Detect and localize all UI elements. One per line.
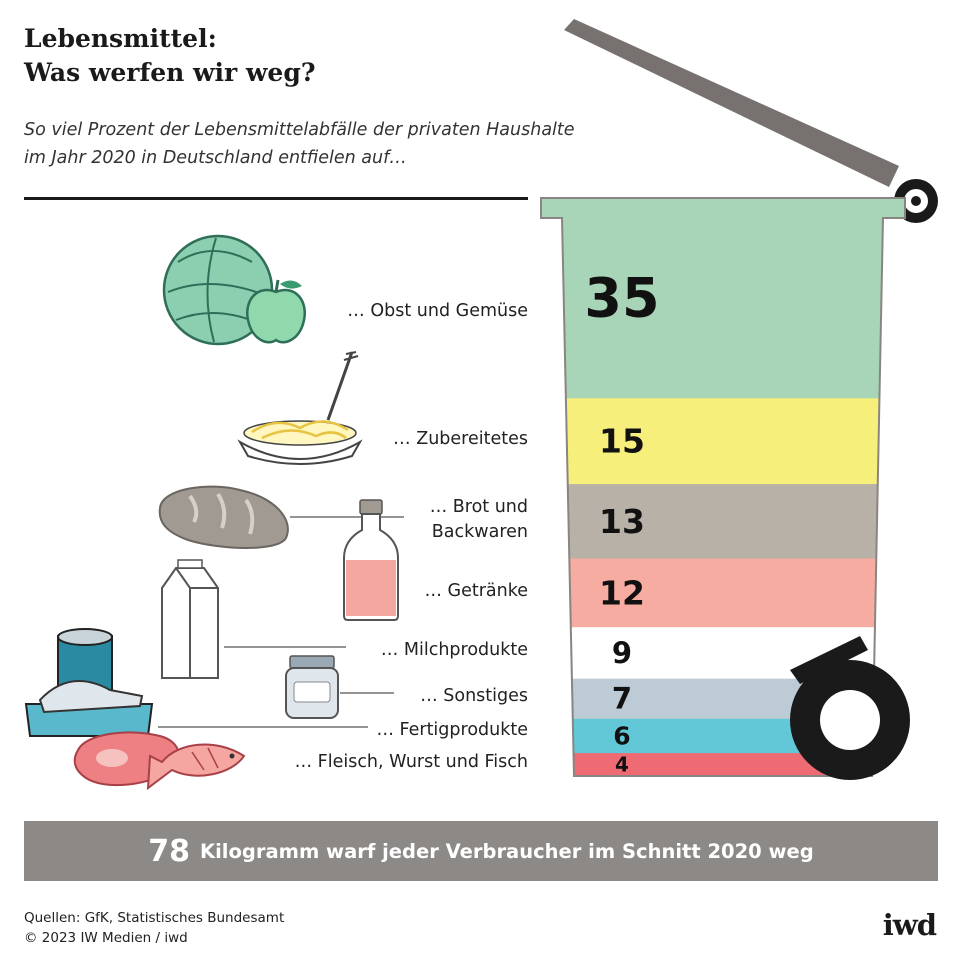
jar-icon — [285, 655, 339, 719]
value-label-getränke: 12 — [599, 573, 645, 612]
label-zubereitetes: … Zubereitetes — [393, 429, 528, 449]
label-sonstiges: … Sonstiges — [420, 686, 528, 706]
source-note: Quellen: GfK, Statistisches Bundesamt © … — [24, 908, 284, 948]
bin-wheel — [790, 636, 910, 780]
chart-title: Lebensmittel: Was werfen wir weg? — [24, 22, 315, 90]
copyright-line: © 2023 IW Medien / iwd — [24, 930, 188, 946]
banner-number: 78 — [148, 833, 191, 869]
label-milchprodukte: … Milchprodukte — [381, 640, 528, 660]
fish-icon — [146, 743, 246, 791]
fish-tray-icon — [24, 680, 154, 737]
value-label-obst-und-gemüse: 35 — [584, 267, 659, 330]
bar-segment-obst-und-gemüse — [541, 198, 905, 399]
bar-segment-getränke — [541, 558, 905, 628]
value-label-brot-und-backwaren: 13 — [599, 502, 645, 541]
bottle-icon — [343, 499, 399, 621]
summary-banner: 78 Kilogramm warf jeder Verbraucher im S… — [24, 821, 938, 881]
apple-icon — [245, 279, 307, 344]
value-labels: 35 15 13 12 9 7 6 4 — [584, 267, 659, 777]
bar-segment-brot-und-backwaren — [541, 484, 905, 560]
label-getraenke: … Getränke — [424, 581, 528, 601]
iwd-logo: iwd — [882, 908, 937, 942]
chart-subtitle-line-2: im Jahr 2020 in Deutschland entfielen au… — [24, 148, 407, 168]
chart-subtitle-line-1: So viel Prozent der Lebensmittelabfälle … — [24, 120, 575, 140]
bin-body — [540, 197, 906, 777]
banner-text: Kilogramm warf jeder Verbraucher im Schn… — [200, 839, 814, 863]
value-label-milchprodukte: 9 — [612, 636, 632, 670]
value-label-fertigprodukte: 6 — [613, 721, 630, 750]
pasta-icon — [237, 351, 363, 465]
title-rule — [24, 197, 528, 200]
value-label-sonstiges: 7 — [612, 682, 632, 716]
milk-carton-icon — [161, 559, 219, 679]
bin-lid — [564, 19, 938, 223]
chart-title-line-1: Lebensmittel: — [24, 24, 217, 53]
label-fertigprodukte: … Fertigprodukte — [376, 720, 528, 740]
bread-icon — [158, 485, 289, 549]
leader-lines — [158, 516, 404, 728]
chart-title-line-2: Was werfen wir weg? — [24, 58, 316, 87]
source-line-1: Quellen: GfK, Statistisches Bundesamt — [24, 910, 285, 926]
label-obst-gemuese: … Obst und Gemüse — [347, 301, 528, 321]
value-label-zubereitetes: 15 — [599, 422, 645, 461]
label-brot-line-2: Backwaren — [432, 522, 528, 542]
label-brot-line-1: … Brot und — [430, 497, 528, 517]
value-label-fleisch-wurst-und-fisch: 4 — [615, 753, 629, 777]
bar-segment-zubereitetes — [541, 398, 905, 485]
chart-subtitle: So viel Prozent der Lebensmittelabfälle … — [24, 116, 575, 172]
label-fleisch-wurst-fisch: … Fleisch, Wurst und Fisch — [295, 752, 528, 772]
